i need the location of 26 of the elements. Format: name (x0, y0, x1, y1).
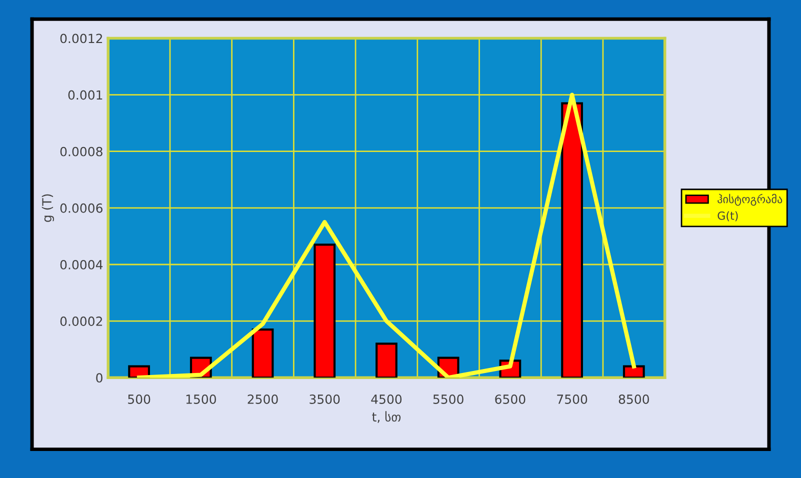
x-tick-label: 6500 (495, 394, 526, 404)
y-tick-label: 0.0008 (60, 146, 102, 156)
bar (314, 244, 336, 378)
y-axis-title: g (T) (42, 194, 54, 222)
x-tick-label: 5500 (433, 394, 464, 404)
bar (376, 342, 398, 378)
x-tick-label: 3500 (310, 394, 340, 404)
legend-label: ჰისტოგრამა (718, 194, 782, 206)
x-tick-label: 8500 (618, 394, 649, 404)
x-tick-label: 500 (128, 394, 150, 404)
bar (622, 365, 645, 378)
bar (252, 328, 274, 378)
y-tick-label: 0.0012 (60, 34, 102, 44)
y-tick-label: 0.0002 (60, 316, 102, 326)
x-tick-label: 7500 (557, 394, 588, 404)
y-tick-label: 0.0004 (60, 260, 103, 270)
x-tick-label: 4500 (371, 394, 402, 404)
line-series (136, 92, 636, 378)
legend-label: G(t) (718, 211, 738, 222)
y-tick-label: 0 (96, 373, 102, 383)
y-tick-label: 0.0006 (60, 203, 102, 213)
x-tick-label: 2500 (248, 394, 278, 404)
y-tick-label: 0.001 (68, 90, 102, 100)
x-axis-title: t, სთ (372, 411, 401, 423)
bar (561, 102, 583, 378)
x-tick-label: 1500 (186, 394, 216, 404)
